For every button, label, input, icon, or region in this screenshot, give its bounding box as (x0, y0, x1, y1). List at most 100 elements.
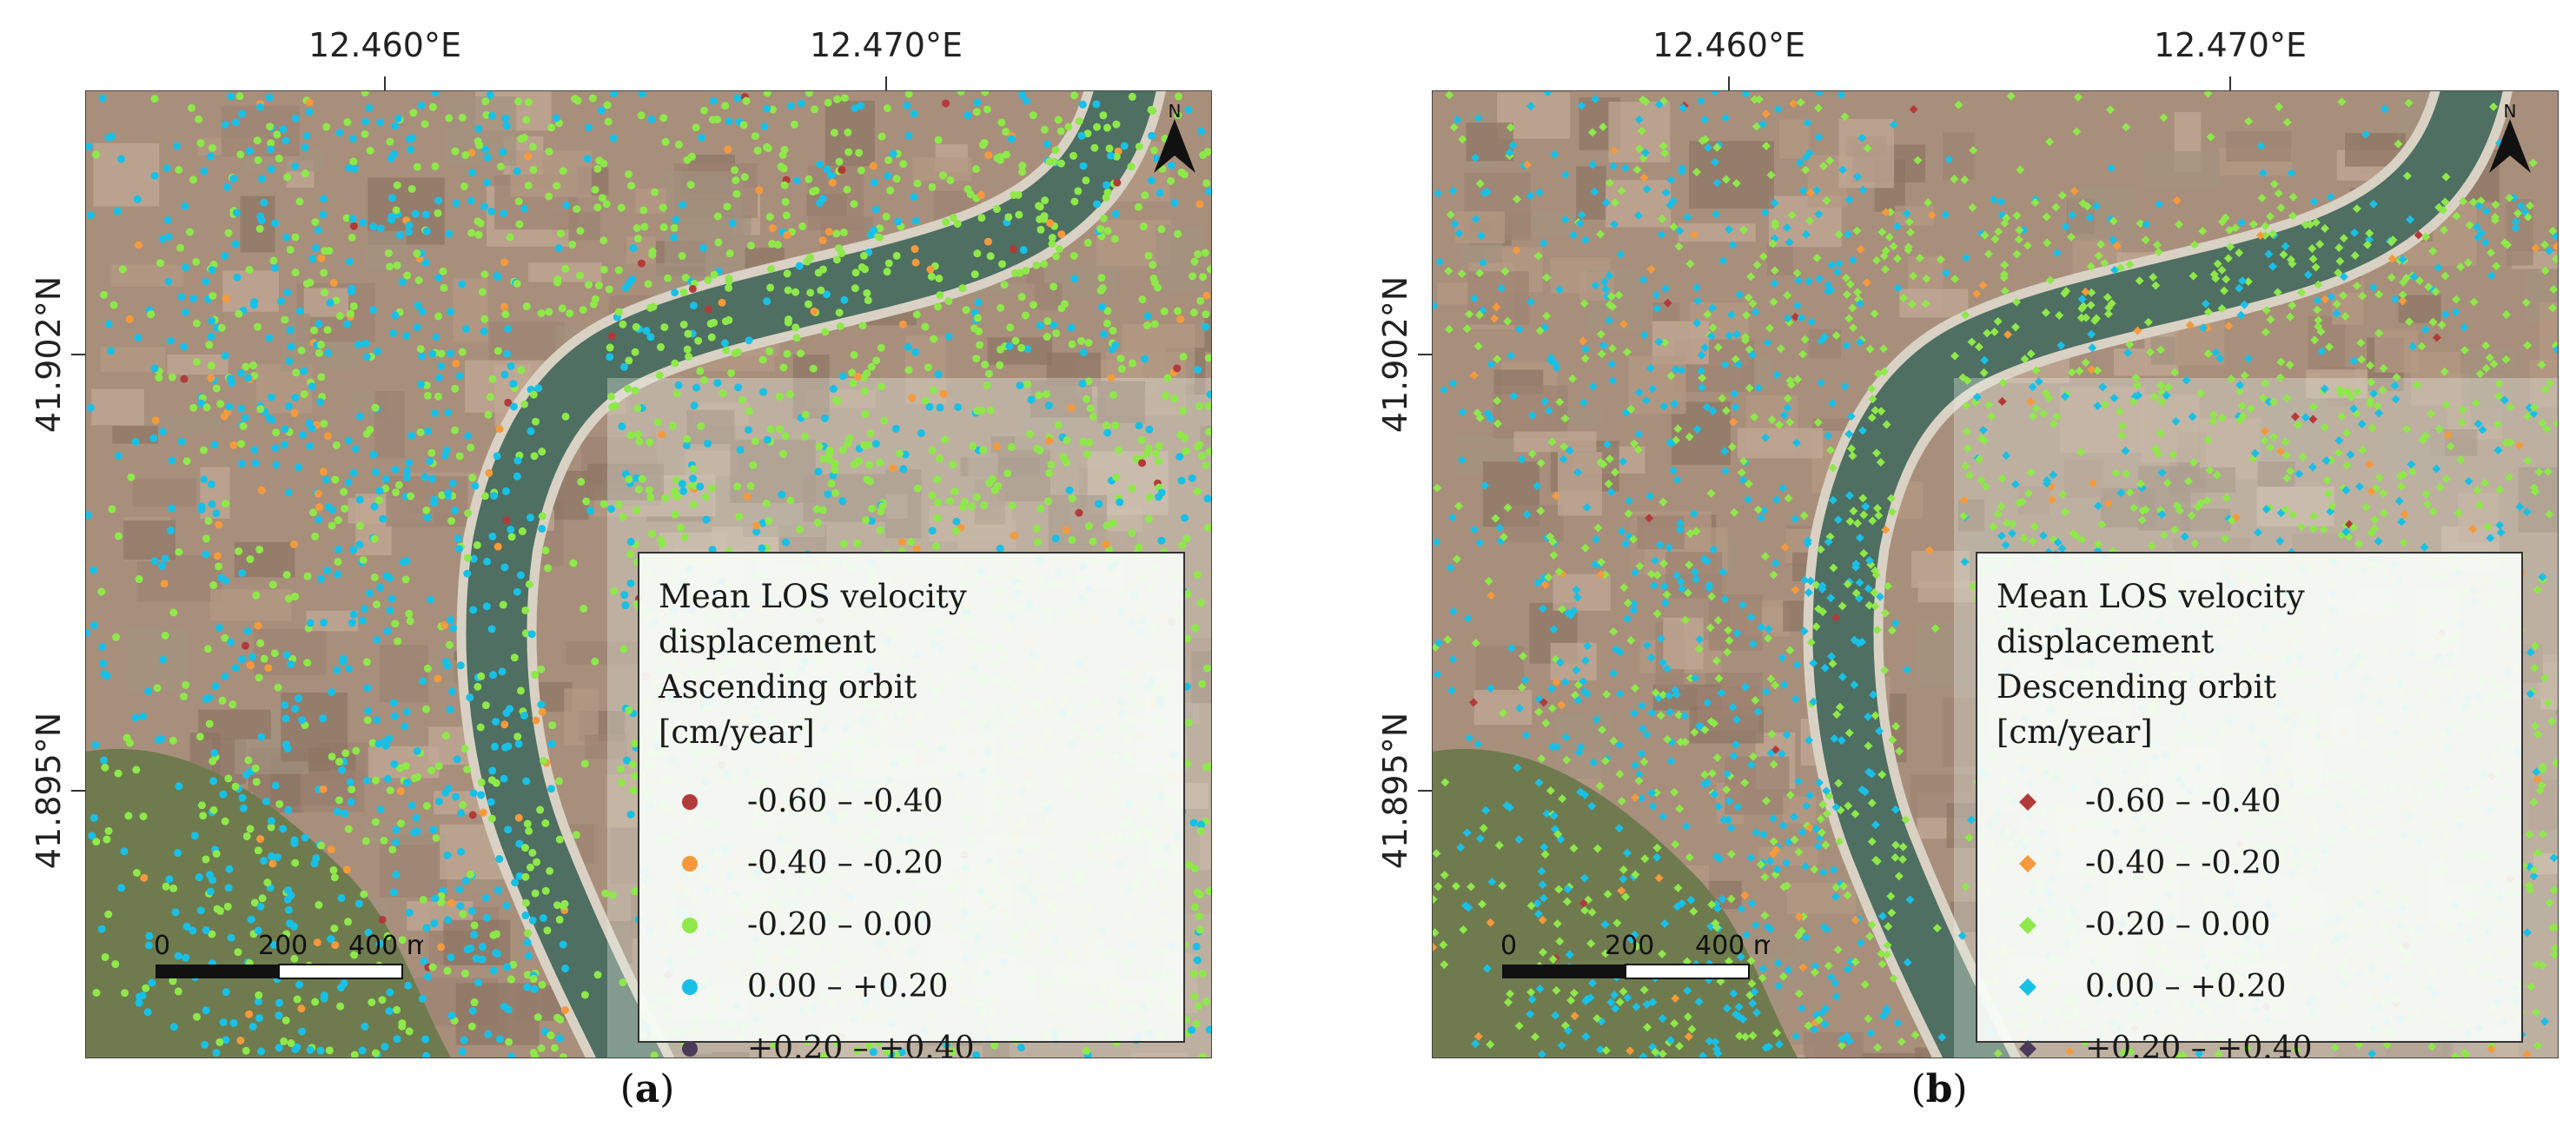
building-block (1199, 820, 1211, 886)
diamond-marker-icon (1997, 853, 2059, 874)
legend-label: +0.20 – +0.40 (747, 1031, 975, 1058)
legend-label: -0.60 – -0.40 (747, 784, 944, 819)
lat-tick-label: 41.895°N (30, 712, 68, 870)
building-block (510, 150, 593, 197)
circle-marker-icon (659, 915, 721, 936)
building-block (126, 628, 189, 692)
legend-label: 0.00 – +0.20 (747, 969, 949, 1004)
diamond-marker-icon (1997, 792, 2059, 812)
legend-title-line: Ascending orbit (659, 668, 917, 706)
building-block (1034, 282, 1063, 310)
lon-tick-label: 12.460°E (308, 26, 461, 64)
building-block (1916, 621, 1985, 686)
scale-bar: 0 200 400 m (154, 931, 423, 979)
building-block (1911, 551, 1970, 588)
building-block (1678, 223, 1756, 242)
legend-label: -0.40 – -0.20 (2085, 845, 2281, 881)
building-block (379, 645, 428, 703)
building-block (379, 834, 447, 898)
building-block (91, 388, 144, 426)
building-block (1203, 133, 1211, 152)
circle-marker-icon (659, 792, 721, 812)
building-block (2540, 302, 2558, 362)
circle-marker-icon (659, 1038, 721, 1058)
legend-item: 0.00 – +0.20 (1997, 956, 2502, 1018)
lon-tick-label: 12.470°E (2154, 26, 2307, 64)
circle-marker-icon (659, 977, 721, 998)
scale-label: 200 (258, 931, 308, 961)
tick-mark (1418, 354, 1432, 355)
map-panel-ascending: 12.460°E 12.470°E 41.902°N 41.895°N N 0 … (30, 26, 1212, 1111)
building-block (1942, 132, 1976, 180)
building-block (1737, 428, 1824, 459)
scale-label: 400 m (1695, 931, 1770, 961)
map-canvas[interactable]: N 0 200 400 m Mean LOS velocity displace… (1432, 90, 2559, 1058)
lon-tick-label: 12.460°E (1652, 26, 1805, 64)
building-block (136, 555, 222, 602)
building-block (2141, 394, 2200, 463)
building-block (2398, 295, 2441, 323)
legend-item: -0.20 – 0.00 (1997, 894, 2502, 956)
building-block (1725, 756, 1790, 815)
building-block (1698, 686, 1758, 732)
legend-items: -0.60 – -0.40 -0.40 – -0.20 -0.20 – 0.00 0.… (1997, 771, 2502, 1058)
legend-item: -0.60 – -0.40 (659, 771, 1164, 832)
building-block (123, 520, 175, 560)
building-block (1553, 574, 1611, 611)
building-block (93, 143, 160, 207)
legend: Mean LOS velocity displacement Ascending… (638, 552, 1185, 1057)
building-block (1204, 313, 1211, 352)
building-block (1838, 118, 1895, 189)
building-block (1503, 504, 1564, 542)
north-label: N (1169, 101, 1182, 122)
legend-item: +0.20 – +0.40 (1997, 1018, 2502, 1058)
tick-mark (2229, 76, 2231, 90)
building-block (368, 746, 440, 779)
building-block (1689, 141, 1774, 209)
building-block (2469, 369, 2514, 426)
legend-title-line: Mean LOS velocity displacement (659, 578, 967, 660)
panel-label: (b) (1910, 1067, 1968, 1111)
building-block (221, 106, 300, 156)
north-label: N (2504, 101, 2517, 122)
scale-label: 0 (154, 931, 170, 961)
building-block (1131, 1052, 1189, 1057)
building-block (2142, 151, 2220, 190)
scale-bar: 0 200 400 m (1500, 931, 1770, 979)
building-block (1663, 617, 1704, 670)
legend-label: -0.60 – -0.40 (2085, 784, 2281, 819)
legend-title-line: [cm/year] (659, 713, 815, 751)
park-vegetation (86, 748, 451, 1057)
building-block (1576, 166, 1606, 220)
building-block (584, 734, 627, 759)
legend-label: -0.40 – -0.20 (747, 845, 944, 881)
diamond-marker-icon (1997, 1038, 2059, 1058)
building-block (306, 610, 359, 632)
legend-label: -0.20 – 0.00 (2085, 907, 2271, 943)
building-block (1191, 651, 1211, 704)
building-block (1475, 646, 1525, 695)
building-block (692, 1051, 750, 1057)
building-block (2059, 386, 2145, 454)
building-block (2257, 461, 2295, 487)
building-block (132, 478, 197, 507)
tick-mark (885, 76, 887, 90)
river-tiber (1812, 91, 2503, 1057)
building-block (2063, 460, 2104, 498)
building-block (112, 426, 158, 444)
tick-mark (71, 354, 85, 355)
building-block (2506, 199, 2533, 266)
legend-label: +0.20 – +0.40 (2085, 1031, 2313, 1058)
map-canvas[interactable]: N 0 200 400 m Mean LOS velocity displace… (85, 90, 1212, 1058)
building-block (240, 196, 275, 253)
legend-item: +0.20 – +0.40 (659, 1018, 1164, 1058)
legend-title-line: Mean LOS velocity displacement (1997, 578, 2305, 660)
building-block (374, 390, 405, 458)
panel-label: (a) (619, 1067, 675, 1111)
legend: Mean LOS velocity displacement Descendin… (1976, 552, 2523, 1057)
building-block (2518, 467, 2558, 533)
legend-label: -0.20 – 0.00 (747, 907, 933, 943)
building-block (1097, 381, 1146, 424)
building-block (730, 440, 816, 503)
legend-title-line: Descending orbit (1997, 668, 2277, 706)
